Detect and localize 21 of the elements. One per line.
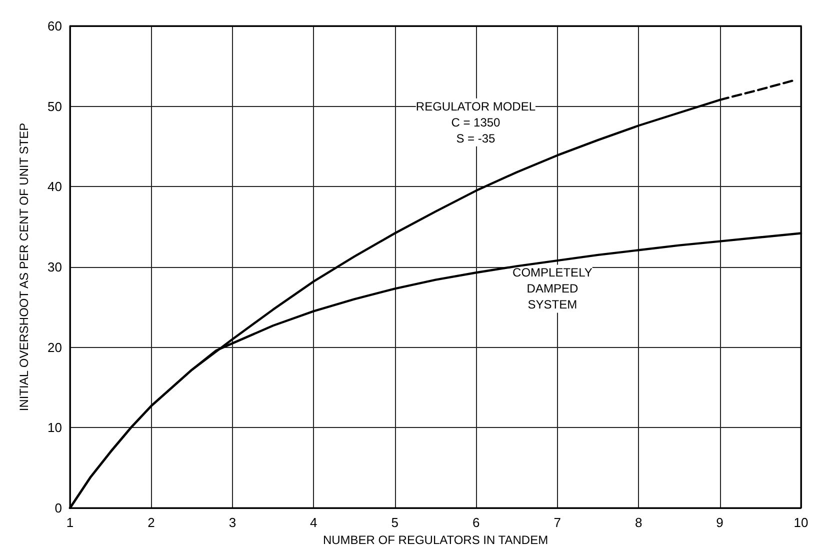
x-tick-label: 10 [794,515,808,530]
x-tick-label: 2 [148,515,155,530]
y-tick-label: 60 [48,18,62,34]
x-tick-label: 1 [66,515,74,530]
y-tick-label: 50 [48,98,62,114]
y-tick-label: 0 [54,500,62,516]
annotation: COMPLETELY DAMPED SYSTEM [512,266,592,312]
x-tick-label: 3 [228,515,236,530]
y-tick-label: 10 [48,420,62,436]
x-tick-label: 8 [634,515,642,530]
x-tick-label: 4 [310,515,318,530]
y-tick-label: 20 [48,340,62,355]
x-tick-label: 7 [554,515,561,530]
x-tick-label: 9 [716,515,724,530]
y-tick-label: 40 [48,179,62,194]
x-axis-title: NUMBER OF REGULATORS IN TANDEM [322,532,548,547]
y-tick-label: 30 [48,260,62,274]
x-tick-label: 5 [391,515,399,530]
y-axis-title: INITIAL OVERSHOOT AS PER CENT OF UNIT STEP [17,122,31,412]
x-tick-label: 6 [472,515,480,530]
annotation: REGULATOR MODEL C = 1350 S = -35 [416,99,536,146]
